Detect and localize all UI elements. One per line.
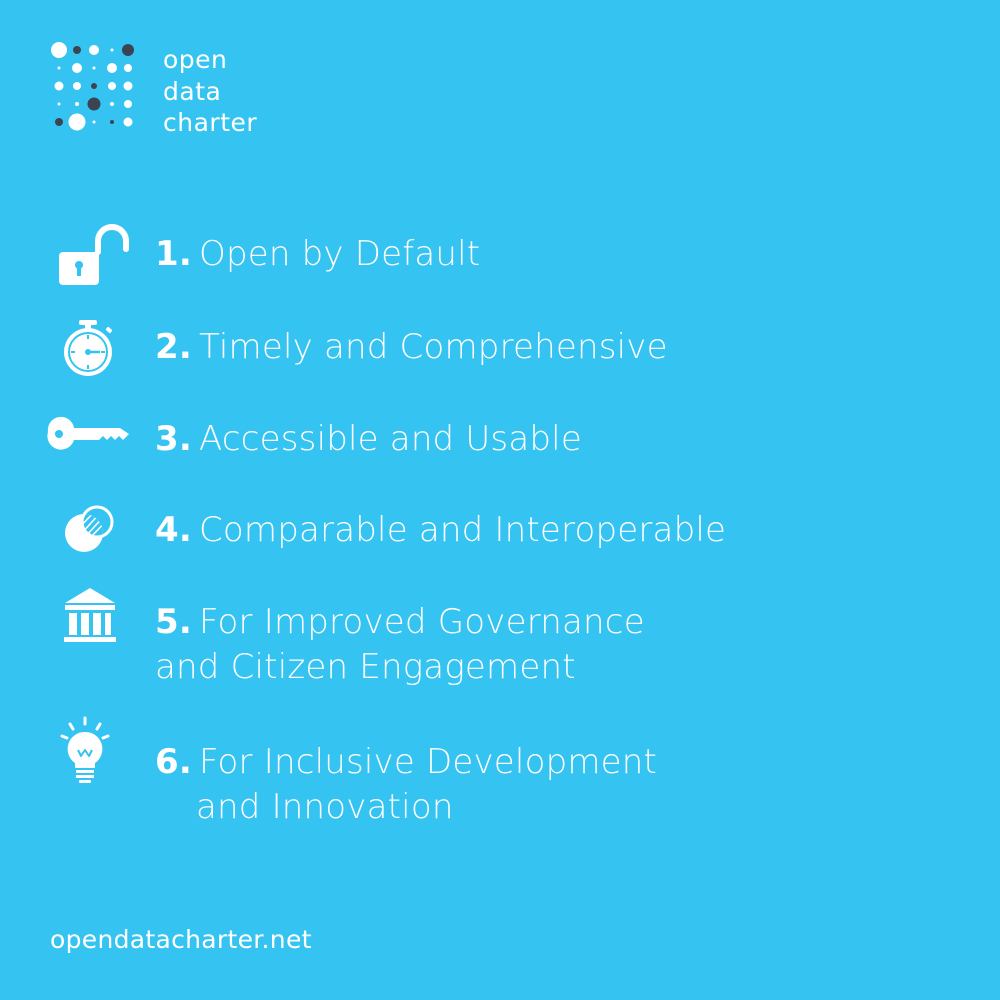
principle-2-number: 2. xyxy=(155,327,192,367)
principle-1-title: Open by Default xyxy=(198,234,481,274)
principle-5-text: 5. For Improved Governance and Citizen En… xyxy=(155,600,955,690)
principle-1-number: 1. xyxy=(155,234,192,274)
open-data-charter-logo: open data charter xyxy=(50,40,270,137)
principle-5-title-line1: For Improved Governance xyxy=(198,602,645,642)
logo-word-2: data xyxy=(163,76,222,106)
principle-3-text: 3. Accessible and Usable xyxy=(155,417,955,462)
principle-6-title-line2: and Innovation xyxy=(196,787,454,827)
lightbulb-icon xyxy=(60,716,110,783)
principle-6: 6. For Inclusive Development and Innovati… xyxy=(0,710,1000,830)
key-icon xyxy=(47,416,129,450)
unlocked-padlock-icon xyxy=(59,224,129,285)
logo-dot-grid-icon xyxy=(51,42,134,131)
principle-4-number: 4. xyxy=(155,510,192,550)
logo-word-3: charter xyxy=(163,108,258,137)
principle-6-number: 6. xyxy=(155,742,192,782)
principle-5-title-line2: and Citizen Engagement xyxy=(155,647,576,687)
government-building-icon xyxy=(64,588,116,642)
principle-6-title-line1: For Inclusive Development xyxy=(198,742,658,782)
principle-1: 1. Open by Default xyxy=(0,220,1000,300)
website-link[interactable]: opendatacharter.net xyxy=(50,925,312,954)
principle-2: 2. Timely and Comprehensive xyxy=(0,315,1000,385)
principle-1-text: 1. Open by Default xyxy=(155,232,955,277)
principle-4-title: Comparable and Interoperable xyxy=(198,510,727,550)
logo-wordmark: open data charter xyxy=(163,44,257,139)
principle-3-title: Accessible and Usable xyxy=(198,419,582,459)
principle-3: 3. Accessible and Usable xyxy=(0,410,1000,470)
principle-4-text: 4. Comparable and Interoperable xyxy=(155,508,955,553)
logo-word-1: open xyxy=(163,45,228,74)
stopwatch-icon xyxy=(64,320,113,376)
principle-4: 4. Comparable and Interoperable xyxy=(0,495,1000,565)
principle-3-number: 3. xyxy=(155,419,192,459)
principle-5: 5. For Improved Governance and Citizen En… xyxy=(0,585,1000,695)
principle-2-text: 2. Timely and Comprehensive xyxy=(155,325,955,370)
principle-2-title: Timely and Comprehensive xyxy=(198,327,668,367)
overlapping-circles-icon xyxy=(65,505,114,552)
principle-5-number: 5. xyxy=(155,602,192,642)
principle-6-text: 6. For Inclusive Development and Innovati… xyxy=(155,740,955,830)
